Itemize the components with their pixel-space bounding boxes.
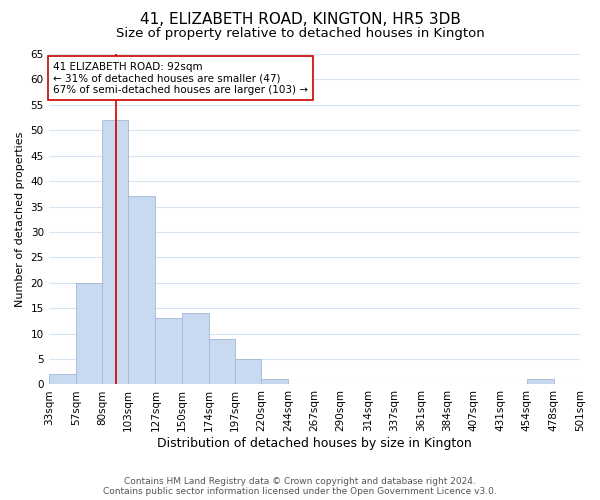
Text: Contains HM Land Registry data © Crown copyright and database right 2024.
Contai: Contains HM Land Registry data © Crown c… bbox=[103, 476, 497, 496]
Bar bbox=[76, 283, 102, 384]
Bar bbox=[235, 359, 261, 384]
Bar bbox=[527, 380, 554, 384]
Bar bbox=[128, 196, 155, 384]
Bar bbox=[209, 338, 235, 384]
Bar bbox=[261, 380, 288, 384]
Y-axis label: Number of detached properties: Number of detached properties bbox=[15, 132, 25, 307]
Bar bbox=[49, 374, 76, 384]
Bar bbox=[102, 120, 128, 384]
Text: Size of property relative to detached houses in Kington: Size of property relative to detached ho… bbox=[116, 28, 484, 40]
X-axis label: Distribution of detached houses by size in Kington: Distribution of detached houses by size … bbox=[157, 437, 472, 450]
Bar bbox=[182, 314, 209, 384]
Text: 41, ELIZABETH ROAD, KINGTON, HR5 3DB: 41, ELIZABETH ROAD, KINGTON, HR5 3DB bbox=[140, 12, 460, 28]
Bar bbox=[155, 318, 182, 384]
Text: 41 ELIZABETH ROAD: 92sqm
← 31% of detached houses are smaller (47)
67% of semi-d: 41 ELIZABETH ROAD: 92sqm ← 31% of detach… bbox=[53, 62, 308, 95]
